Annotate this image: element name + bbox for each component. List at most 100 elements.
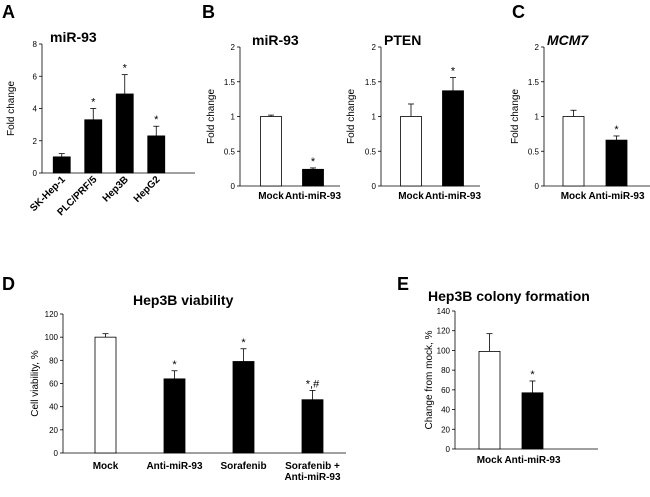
chart-a-ytick-label: 2 <box>33 137 38 146</box>
chart-b2-bar <box>442 90 464 187</box>
chart-e-bar <box>521 392 544 450</box>
chart-d-category-label: Sorafenib <box>220 461 266 472</box>
chart-e-category-label: Anti-miR-93 <box>504 455 561 466</box>
chart-d-ytick-label: 60 <box>49 380 58 389</box>
panel-letter-b: B <box>202 2 215 22</box>
chart-b1-bar <box>302 168 324 187</box>
chart-c-ylabel: Fold change <box>510 89 521 144</box>
chart-b1-bar <box>260 116 282 187</box>
chart-e: Hep3B colony formation Change from mock, … <box>424 288 598 466</box>
chart-b1-category-label: Anti-miR-93 <box>285 191 342 202</box>
chart-b1-category-label: Mock <box>258 191 284 202</box>
chart-d-ytick-label: 0 <box>54 449 59 458</box>
chart-e-ytick-label: 20 <box>441 425 450 434</box>
chart-d-title: Hep3B viability <box>133 292 234 308</box>
chart-e-title: Hep3B colony formation <box>428 288 590 304</box>
chart-a-title: miR-93 <box>50 29 97 45</box>
chart-b2-ylabel: Fold change <box>346 89 357 144</box>
chart-e-ytick-label: 0 <box>446 445 451 454</box>
chart-c-ytick-label: 0 <box>535 182 540 191</box>
chart-e-bar <box>478 351 501 450</box>
chart-e-ytick-label: 40 <box>441 406 450 415</box>
chart-a-ytick-label: 8 <box>33 40 38 49</box>
chart-c-bar <box>605 139 628 187</box>
chart-b1-ytick-label: 0 <box>231 182 236 191</box>
chart-b2-ytick-label: 0 <box>372 182 377 191</box>
chart-c-significance: * <box>614 124 619 136</box>
chart-d-ytick-label: 20 <box>49 426 58 435</box>
chart-d-significance: *,# <box>306 378 320 390</box>
chart-b2-category-label: Mock <box>398 191 424 202</box>
chart-c-ytick-label: 1 <box>535 113 540 122</box>
chart-a-significance: * <box>91 97 96 109</box>
chart-d-ytick-label: 120 <box>45 310 59 319</box>
chart-d-category-label: Anti-miR-93 <box>146 461 203 472</box>
chart-d-ytick-label: 40 <box>49 403 58 412</box>
chart-b1-ytick-label: 0.5 <box>224 147 236 156</box>
chart-a-ytick-label: 0 <box>33 169 38 178</box>
chart-c-bar <box>562 116 585 187</box>
chart-d-ytick-label: 100 <box>45 333 59 342</box>
chart-d-significance: * <box>172 359 177 371</box>
chart-b1-title: miR-93 <box>252 32 299 48</box>
chart-c: MCM7 Fold change 0 0.5 1 1.5 2 Mock * Anti-miR-93 <box>510 32 650 202</box>
chart-d-significance: * <box>241 337 246 349</box>
chart-c-ytick-label: 0.5 <box>528 147 540 156</box>
chart-d: Hep3B viability Cell viability, % 0 20 40 60 8… <box>30 292 346 483</box>
chart-b2-ytick-label: 0.5 <box>365 147 377 156</box>
chart-e-ytick-label: 140 <box>437 307 451 316</box>
chart-b1-ytick-label: 1.5 <box>224 78 236 87</box>
chart-d-category-label: Sorafenib + <box>285 461 340 472</box>
chart-b2-title: PTEN <box>384 32 421 48</box>
chart-b1: miR-93 Fold change 0 0.5 1 1.5 2 Mock * Anti-miR-… <box>206 32 341 202</box>
chart-a-ylabel: Fold change <box>6 81 17 136</box>
chart-b2-ytick-label: 1.5 <box>365 78 377 87</box>
chart-b1-ylabel: Fold change <box>206 89 217 144</box>
chart-a-ytick-label: 4 <box>33 105 38 114</box>
chart-a-significance: * <box>123 63 128 75</box>
chart-b2-bar <box>400 116 422 187</box>
chart-b2-category-label: Anti-miR-93 <box>425 191 482 202</box>
chart-a-bar <box>52 156 71 174</box>
panel-letter-a: A <box>2 2 15 22</box>
chart-e-ytick-label: 120 <box>437 327 451 336</box>
panel-letter-c: C <box>512 2 525 22</box>
chart-c-category-label: Anti-miR-93 <box>588 191 645 202</box>
chart-d-bar <box>232 361 255 454</box>
chart-a-bar <box>84 119 103 174</box>
chart-b1-ytick-label: 2 <box>231 43 236 52</box>
chart-b2-ytick-label: 2 <box>372 43 377 52</box>
chart-d-ylabel: Cell viability, % <box>30 350 41 417</box>
chart-e-significance: * <box>530 369 535 381</box>
chart-d-ytick-label: 80 <box>49 356 58 365</box>
chart-b1-ytick-label: 1 <box>231 113 236 122</box>
chart-c-title: MCM7 <box>547 32 589 48</box>
panel-letter-d: D <box>2 274 15 294</box>
chart-c-category-label: Mock <box>561 191 587 202</box>
chart-b2-ytick-label: 1 <box>372 113 377 122</box>
chart-e-ytick-label: 100 <box>437 346 451 355</box>
chart-d-bar <box>301 399 324 454</box>
chart-a-significance: * <box>154 114 159 126</box>
chart-d-category-label: Anti-miR-93 <box>284 472 341 483</box>
chart-e-ytick-label: 80 <box>441 366 450 375</box>
chart-a-bar <box>115 93 134 174</box>
chart-a-category-label: HepG2 <box>132 174 163 205</box>
chart-a-category-label: Hep3B <box>101 174 131 204</box>
chart-c-ytick-label: 1.5 <box>528 78 540 87</box>
chart-e-category-label: Mock <box>477 455 503 466</box>
chart-b2: PTEN Fold change 0 0.5 1 1.5 2 Mock * Anti-miR-93 <box>346 32 481 202</box>
chart-d-bar <box>94 336 117 454</box>
chart-e-ylabel: Change from mock, % <box>424 330 435 429</box>
chart-b2-significance: * <box>451 66 456 78</box>
chart-b1-significance: * <box>311 156 316 168</box>
chart-e-ytick-label: 60 <box>441 386 450 395</box>
chart-d-bar <box>163 378 186 454</box>
chart-a-bar <box>147 135 166 174</box>
panel-letter-e: E <box>397 274 409 294</box>
chart-d-category-label: Mock <box>93 461 119 472</box>
chart-c-ytick-label: 2 <box>535 43 540 52</box>
